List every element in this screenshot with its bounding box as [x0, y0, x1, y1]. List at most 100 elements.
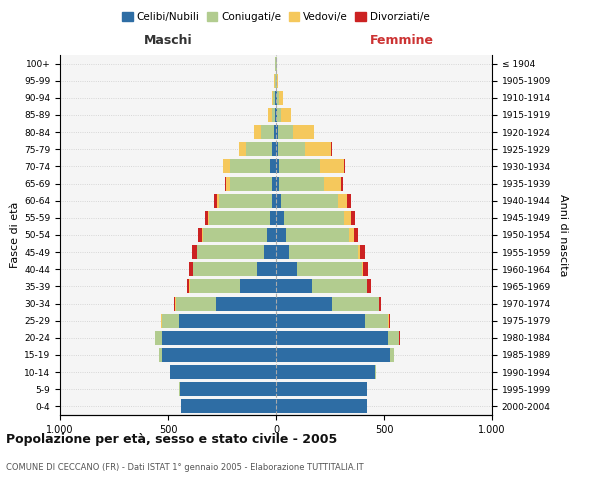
- Bar: [230, 176, 276, 190]
- Bar: [276, 142, 332, 156]
- Bar: [155, 331, 276, 345]
- Bar: [174, 296, 276, 310]
- Bar: [276, 365, 376, 379]
- Bar: [276, 142, 305, 156]
- Bar: [276, 56, 277, 70]
- Bar: [276, 176, 341, 190]
- Y-axis label: Fasce di età: Fasce di età: [10, 202, 20, 268]
- Bar: [272, 194, 276, 207]
- Bar: [276, 228, 349, 242]
- Text: Femmine: Femmine: [370, 34, 434, 48]
- Bar: [276, 331, 400, 345]
- Bar: [276, 160, 279, 173]
- Bar: [170, 365, 276, 379]
- Bar: [209, 211, 276, 225]
- Bar: [161, 331, 276, 345]
- Bar: [276, 348, 394, 362]
- Bar: [179, 382, 276, 396]
- Bar: [202, 228, 276, 242]
- Bar: [276, 296, 379, 310]
- Bar: [190, 280, 276, 293]
- Bar: [276, 194, 347, 207]
- Bar: [276, 56, 277, 70]
- Bar: [276, 91, 283, 105]
- Bar: [219, 194, 276, 207]
- Bar: [276, 365, 376, 379]
- Bar: [276, 382, 367, 396]
- Bar: [223, 160, 276, 173]
- Bar: [276, 142, 278, 156]
- Bar: [276, 245, 365, 259]
- Bar: [276, 314, 388, 328]
- Bar: [276, 245, 360, 259]
- Bar: [276, 211, 344, 225]
- Bar: [175, 296, 276, 310]
- Bar: [276, 382, 367, 396]
- Bar: [190, 280, 276, 293]
- Bar: [208, 211, 276, 225]
- Bar: [205, 211, 276, 225]
- Bar: [246, 142, 276, 156]
- Bar: [257, 262, 276, 276]
- Bar: [215, 296, 276, 310]
- Bar: [264, 245, 276, 259]
- Bar: [276, 91, 279, 105]
- Bar: [193, 262, 276, 276]
- Bar: [276, 296, 332, 310]
- Bar: [223, 160, 276, 173]
- Bar: [276, 365, 376, 379]
- Bar: [276, 108, 277, 122]
- Bar: [193, 245, 276, 259]
- Bar: [181, 400, 276, 413]
- Bar: [276, 211, 355, 225]
- Bar: [160, 348, 276, 362]
- Bar: [155, 331, 276, 345]
- Bar: [276, 262, 368, 276]
- Bar: [276, 74, 278, 88]
- Legend: Celibi/Nubili, Coniugati/e, Vedovi/e, Divorziati/e: Celibi/Nubili, Coniugati/e, Vedovi/e, Di…: [118, 8, 434, 26]
- Bar: [272, 91, 276, 105]
- Bar: [276, 125, 293, 139]
- Bar: [160, 348, 276, 362]
- Bar: [225, 176, 276, 190]
- Bar: [197, 245, 276, 259]
- Bar: [276, 331, 400, 345]
- Bar: [276, 296, 382, 310]
- Bar: [193, 262, 276, 276]
- Text: Popolazione per età, sesso e stato civile - 2005: Popolazione per età, sesso e stato civil…: [6, 432, 337, 446]
- Bar: [276, 91, 277, 105]
- Bar: [276, 280, 371, 293]
- Bar: [276, 228, 358, 242]
- Bar: [254, 125, 276, 139]
- Bar: [275, 56, 276, 70]
- Bar: [180, 382, 276, 396]
- Bar: [170, 365, 276, 379]
- Bar: [276, 125, 278, 139]
- Bar: [272, 142, 276, 156]
- Bar: [276, 400, 367, 413]
- Bar: [170, 365, 276, 379]
- Bar: [275, 74, 276, 88]
- Bar: [161, 314, 276, 328]
- Bar: [276, 280, 311, 293]
- Bar: [239, 142, 276, 156]
- Bar: [276, 245, 289, 259]
- Bar: [272, 176, 276, 190]
- Bar: [161, 348, 276, 362]
- Bar: [276, 211, 350, 225]
- Bar: [276, 74, 277, 88]
- Bar: [261, 125, 276, 139]
- Bar: [217, 194, 276, 207]
- Bar: [197, 245, 276, 259]
- Bar: [176, 296, 276, 310]
- Bar: [276, 382, 367, 396]
- Bar: [276, 211, 284, 225]
- Bar: [276, 400, 367, 413]
- Bar: [272, 91, 276, 105]
- Bar: [276, 194, 350, 207]
- Bar: [275, 91, 276, 105]
- Bar: [268, 228, 276, 242]
- Bar: [276, 314, 365, 328]
- Bar: [276, 245, 358, 259]
- Y-axis label: Anni di nascita: Anni di nascita: [557, 194, 568, 276]
